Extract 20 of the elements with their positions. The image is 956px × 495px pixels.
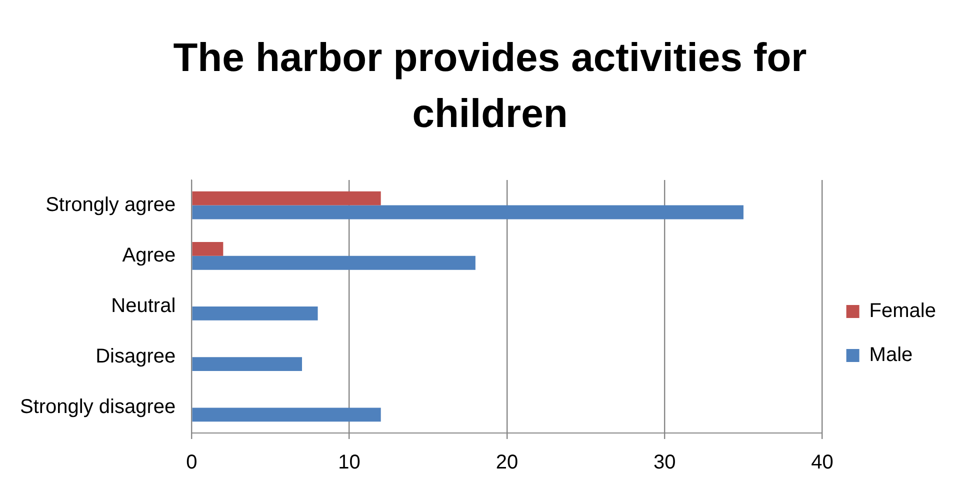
bar: [192, 256, 476, 270]
bar: [192, 306, 318, 320]
y-tick-label: Strongly disagree: [20, 396, 176, 418]
legend-label: Female: [869, 300, 936, 322]
y-tick-label: Disagree: [96, 346, 176, 368]
x-tick-label: 40: [811, 452, 834, 474]
bar: [192, 191, 381, 206]
bar: [192, 242, 224, 256]
bar: [192, 205, 744, 220]
x-tick-label: 30: [654, 452, 676, 474]
x-tick-label: 10: [338, 452, 360, 474]
y-tick-label: Strongly agree: [46, 194, 176, 216]
bar: [192, 408, 381, 422]
x-tick-label: 20: [496, 452, 518, 474]
chart-title: The harbor provides activities for children: [172, 35, 808, 138]
y-tick-label: Neutral: [111, 295, 176, 318]
y-tick-label: Agree: [122, 244, 176, 266]
legend-label: Male: [869, 344, 913, 366]
x-tick-label: 0: [186, 452, 198, 474]
bar: [192, 357, 302, 372]
